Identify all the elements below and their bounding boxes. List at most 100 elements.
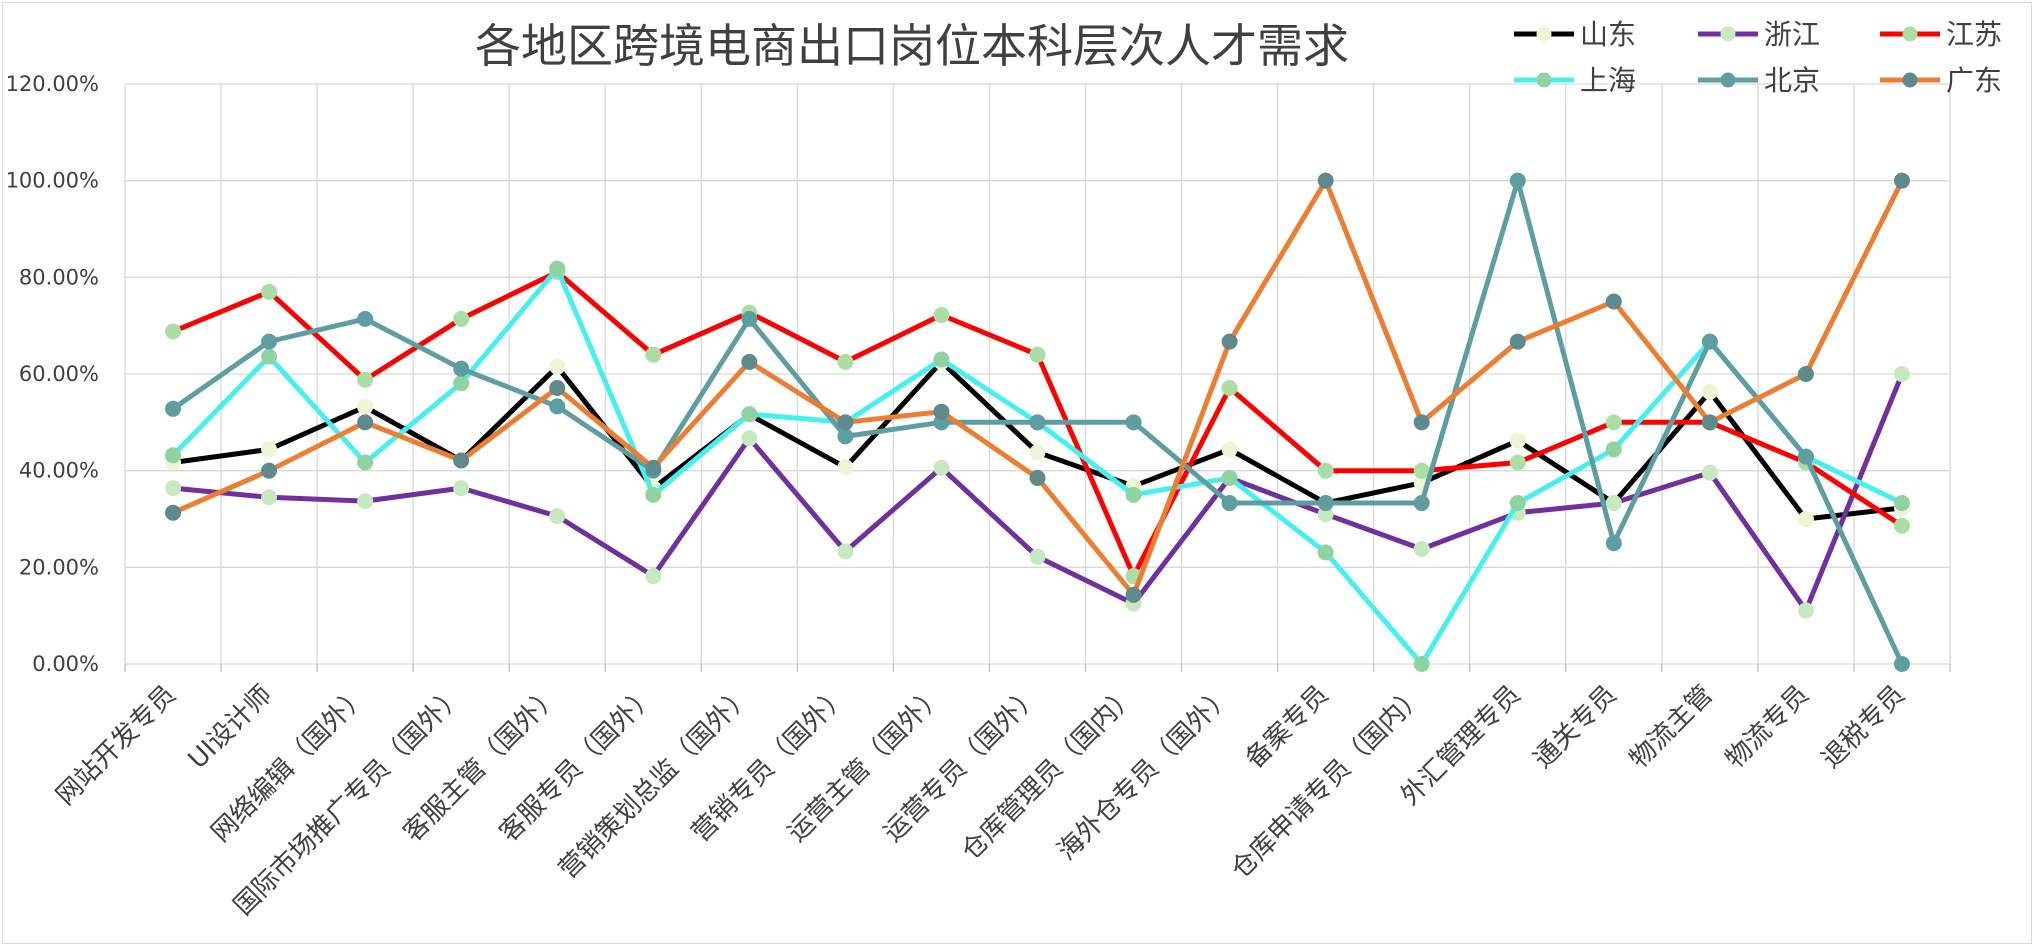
y-tick-label: 60.00% xyxy=(19,362,99,386)
data-point xyxy=(261,489,278,506)
data-point xyxy=(1701,464,1718,481)
data-point xyxy=(357,371,374,388)
data-point xyxy=(1221,380,1238,397)
data-point xyxy=(837,353,854,370)
y-tick-label: 0.00% xyxy=(32,652,99,676)
data-point xyxy=(1125,486,1142,503)
data-point xyxy=(549,508,566,525)
chart-title: 各地区跨境电商出口岗位本科层次人才需求 xyxy=(475,19,1349,73)
data-point xyxy=(1797,602,1814,619)
y-tick-label: 40.00% xyxy=(19,459,99,483)
legend-marker xyxy=(1720,26,1736,42)
data-point xyxy=(1413,414,1430,431)
legend-item: 广东 xyxy=(1880,64,2002,97)
data-point xyxy=(1413,462,1430,479)
series-group xyxy=(165,172,1910,672)
data-point xyxy=(837,414,854,431)
data-point xyxy=(933,307,950,324)
data-point xyxy=(453,480,470,497)
data-point xyxy=(1797,511,1814,527)
data-point xyxy=(1701,383,1718,400)
legend-marker xyxy=(1536,26,1552,42)
data-point xyxy=(933,459,950,476)
data-point xyxy=(1605,441,1622,458)
y-tick-label: 20.00% xyxy=(19,555,99,579)
x-tick-label: 退税专员 xyxy=(1816,680,1911,775)
data-point xyxy=(1893,366,1910,382)
series-line xyxy=(170,178,1905,598)
data-point xyxy=(1413,540,1430,557)
y-axis: 0.00% 20.00% 40.00% 60.00% 80.00% 100.00% 120.… xyxy=(6,72,99,676)
data-point xyxy=(261,348,278,365)
legend-marker xyxy=(1536,72,1552,88)
legend-label: 北京 xyxy=(1764,64,1820,97)
data-point xyxy=(1029,346,1046,363)
y-tick-label: 120.00% xyxy=(6,72,99,96)
data-point xyxy=(357,398,374,415)
data-point xyxy=(165,480,182,497)
data-point xyxy=(1893,172,1910,189)
data-point xyxy=(1221,333,1238,350)
data-point xyxy=(741,430,758,447)
data-point xyxy=(1893,656,1910,672)
data-point xyxy=(357,414,374,431)
series-5 xyxy=(165,172,1910,672)
x-tick-label: 通关专员 xyxy=(1528,680,1623,775)
data-point xyxy=(933,351,950,368)
legend-label: 山东 xyxy=(1580,18,1636,51)
data-point xyxy=(453,375,470,392)
x-tick-label: 海外仓专员（国外） xyxy=(1052,680,1239,867)
data-point xyxy=(1221,469,1238,486)
legend-item: 山东 xyxy=(1514,18,1636,51)
data-point xyxy=(549,380,566,397)
data-point xyxy=(453,360,470,377)
legend-item: 浙江 xyxy=(1698,18,1820,51)
data-point xyxy=(1317,462,1334,479)
data-point xyxy=(1125,414,1142,431)
legend-label: 广东 xyxy=(1946,64,2002,97)
data-point xyxy=(549,398,566,415)
data-point xyxy=(1317,495,1334,512)
data-point xyxy=(645,346,662,363)
data-point xyxy=(261,441,278,458)
data-point xyxy=(165,504,182,521)
series-6 xyxy=(165,172,1910,603)
data-point xyxy=(837,459,854,476)
data-point xyxy=(1029,469,1046,486)
x-axis: 网站开发专员 UI设计师网络编辑（国外）国际市场推广专员（国外）客服主管（国外）客… xyxy=(50,664,1951,922)
data-point xyxy=(453,452,470,469)
data-point xyxy=(261,333,278,350)
x-tick-label: 物流专员 xyxy=(1720,680,1815,775)
data-point xyxy=(261,283,278,300)
data-point xyxy=(645,568,662,585)
data-point xyxy=(165,400,182,417)
data-point xyxy=(741,406,758,423)
data-point xyxy=(1797,366,1814,382)
data-point xyxy=(1221,495,1238,512)
x-tick-label: 仓库申请专员（国内） xyxy=(1226,680,1431,885)
series-2 xyxy=(165,366,1910,619)
legend-item: 北京 xyxy=(1698,64,1820,97)
gridlines xyxy=(124,83,1951,665)
data-point xyxy=(1893,495,1910,512)
data-point xyxy=(1413,656,1430,672)
legend-item: 上海 xyxy=(1514,64,1636,97)
data-point xyxy=(933,403,950,420)
data-point xyxy=(357,310,374,327)
data-point xyxy=(1893,517,1910,534)
data-point xyxy=(1797,448,1814,465)
data-point xyxy=(453,310,470,327)
x-tick-label: 仓库管理员（国内） xyxy=(956,680,1143,867)
legend-label: 江苏 xyxy=(1946,18,2002,51)
data-point xyxy=(1509,495,1526,512)
series-1 xyxy=(165,353,1910,527)
x-tick-label: 备案专员 xyxy=(1240,680,1335,775)
data-point xyxy=(837,543,854,560)
legend-label: 上海 xyxy=(1580,64,1636,97)
data-point xyxy=(1605,535,1622,552)
data-point xyxy=(357,493,374,510)
data-point xyxy=(1701,333,1718,350)
